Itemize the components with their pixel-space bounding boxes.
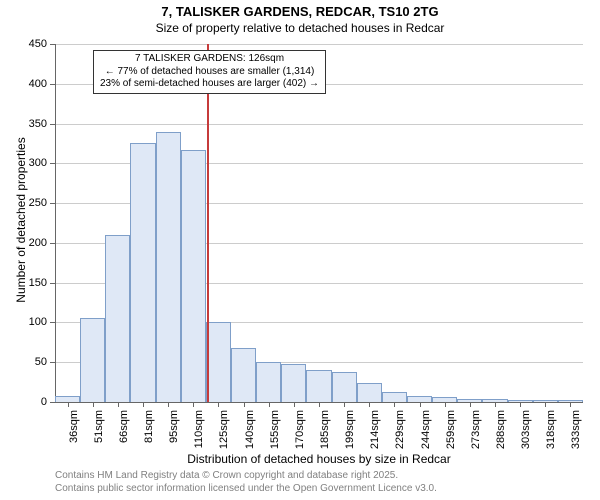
histogram-bar: [181, 150, 206, 402]
y-tick-label: 450: [15, 38, 47, 50]
histogram-bar: [105, 235, 130, 402]
histogram-bar: [256, 362, 281, 402]
x-tick-mark: [93, 402, 94, 407]
y-tick-label: 300: [15, 157, 47, 169]
x-tick-mark: [68, 402, 69, 407]
y-tick-label: 400: [15, 78, 47, 90]
y-tick-label: 100: [15, 316, 47, 328]
footer-line-2: Contains public sector information licen…: [55, 483, 437, 496]
x-tick-mark: [294, 402, 295, 407]
x-tick-mark: [545, 402, 546, 407]
y-tick-label: 200: [15, 237, 47, 249]
plot-area: 05010015020025030035040045036sqm51sqm66s…: [55, 44, 583, 402]
y-tick-label: 250: [15, 197, 47, 209]
x-tick-mark: [420, 402, 421, 407]
x-tick-mark: [369, 402, 370, 407]
y-axis-line: [55, 44, 56, 402]
y-tick-label: 50: [15, 356, 47, 368]
x-tick-mark: [344, 402, 345, 407]
histogram-bar: [231, 348, 256, 402]
chart-title: 7, TALISKER GARDENS, REDCAR, TS10 2TG: [0, 4, 600, 19]
y-tick-label: 0: [15, 396, 47, 408]
annotation-box: 7 TALISKER GARDENS: 126sqm← 77% of detac…: [93, 50, 326, 94]
histogram-bar: [130, 143, 155, 402]
histogram-bar: [382, 392, 407, 402]
attribution-footer: Contains HM Land Registry data © Crown c…: [55, 470, 437, 495]
gridline: [55, 44, 583, 45]
chart-subtitle: Size of property relative to detached ho…: [0, 21, 600, 35]
y-tick-label: 150: [15, 277, 47, 289]
x-tick-mark: [168, 402, 169, 407]
gridline: [55, 124, 583, 125]
x-tick-mark: [445, 402, 446, 407]
histogram-chart: 7, TALISKER GARDENS, REDCAR, TS10 2TG Si…: [0, 0, 600, 500]
annotation-line-3: 23% of semi-detached houses are larger (…: [100, 78, 319, 91]
x-tick-mark: [118, 402, 119, 407]
histogram-bar: [281, 364, 306, 402]
histogram-bar: [357, 383, 382, 402]
y-tick-label: 350: [15, 118, 47, 130]
annotation-line-2: ← 77% of detached houses are smaller (1,…: [100, 66, 319, 79]
x-axis-label: Distribution of detached houses by size …: [55, 452, 583, 466]
x-tick-mark: [218, 402, 219, 407]
histogram-bar: [332, 372, 357, 402]
histogram-bar: [306, 370, 331, 402]
footer-line-1: Contains HM Land Registry data © Crown c…: [55, 470, 437, 483]
x-tick-mark: [495, 402, 496, 407]
property-marker-line: [207, 44, 209, 402]
histogram-bar: [206, 322, 231, 402]
histogram-bar: [156, 132, 181, 402]
x-tick-mark: [319, 402, 320, 407]
annotation-line-1: 7 TALISKER GARDENS: 126sqm: [100, 53, 319, 66]
x-tick-mark: [269, 402, 270, 407]
x-tick-mark: [143, 402, 144, 407]
x-tick-mark: [470, 402, 471, 407]
y-axis-label: Number of detached properties: [14, 60, 28, 380]
x-tick-mark: [520, 402, 521, 407]
x-tick-mark: [394, 402, 395, 407]
x-tick-mark: [193, 402, 194, 407]
x-tick-mark: [244, 402, 245, 407]
histogram-bar: [80, 318, 105, 402]
x-tick-mark: [570, 402, 571, 407]
